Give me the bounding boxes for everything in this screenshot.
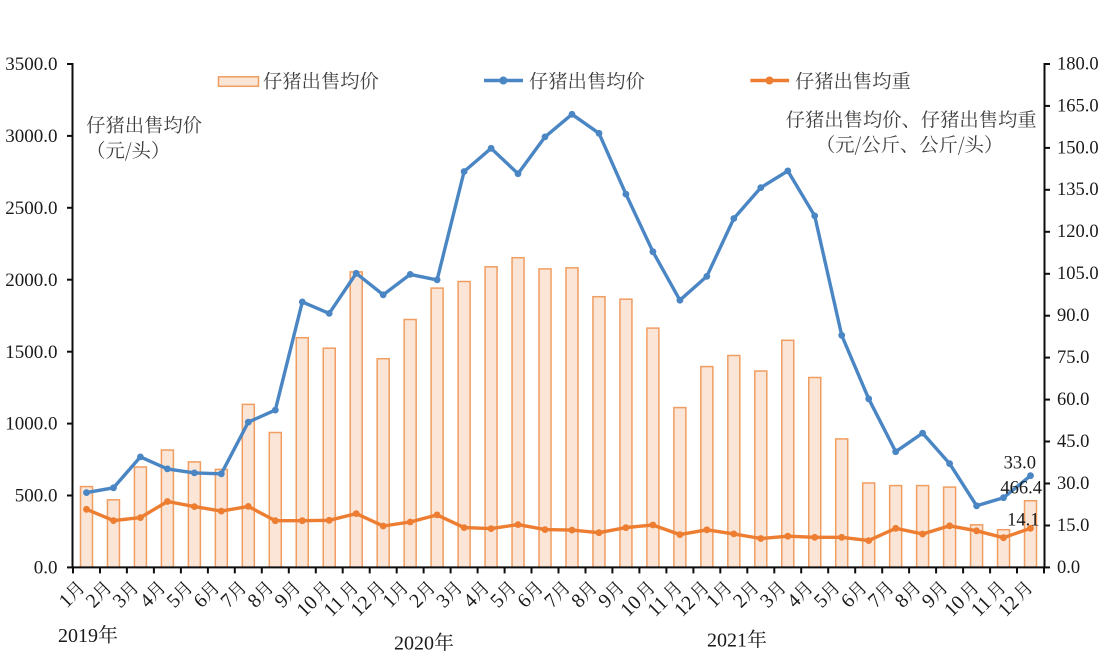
svg-text:2020: 2020 [394, 633, 434, 655]
svg-text:105.0: 105.0 [1057, 264, 1099, 284]
svg-text:2500.0: 2500.0 [5, 198, 57, 219]
svg-text:12: 12 [347, 591, 377, 621]
svg-text:10: 10 [940, 591, 970, 621]
svg-text:3500.0: 3500.0 [5, 54, 57, 75]
svg-text:2000.0: 2000.0 [5, 270, 57, 291]
svg-text:15.0: 15.0 [1057, 516, 1089, 536]
svg-text:11: 11 [643, 592, 672, 621]
svg-text:0.0: 0.0 [1057, 558, 1080, 578]
svg-text:2019: 2019 [58, 625, 98, 647]
svg-text:90.0: 90.0 [1057, 306, 1089, 326]
svg-text:0.0: 0.0 [34, 558, 58, 579]
svg-text:1000.0: 1000.0 [5, 414, 57, 435]
svg-text:11: 11 [967, 592, 996, 621]
svg-text:75.0: 75.0 [1057, 348, 1089, 368]
svg-text:150.0: 150.0 [1057, 138, 1099, 158]
svg-text:30.0: 30.0 [1057, 474, 1089, 494]
svg-text:45.0: 45.0 [1057, 432, 1089, 452]
svg-text:10: 10 [293, 591, 323, 621]
svg-text:2021: 2021 [707, 630, 747, 652]
svg-text:120.0: 120.0 [1057, 222, 1099, 242]
svg-text:10: 10 [616, 591, 646, 621]
svg-text:165.0: 165.0 [1057, 96, 1099, 116]
svg-text:33.0: 33.0 [1004, 454, 1036, 474]
svg-text:11: 11 [320, 592, 349, 621]
svg-text:466.4: 466.4 [1000, 479, 1042, 499]
svg-text:12: 12 [994, 591, 1024, 621]
svg-text:135.0: 135.0 [1057, 180, 1099, 200]
svg-text:500.0: 500.0 [15, 486, 58, 507]
svg-text:12: 12 [670, 591, 700, 621]
svg-text:3000.0: 3000.0 [5, 126, 57, 147]
svg-text:180.0: 180.0 [1057, 54, 1099, 74]
svg-text:60.0: 60.0 [1057, 390, 1089, 410]
svg-text:1500.0: 1500.0 [5, 342, 57, 363]
svg-text:14.1: 14.1 [1007, 511, 1039, 531]
